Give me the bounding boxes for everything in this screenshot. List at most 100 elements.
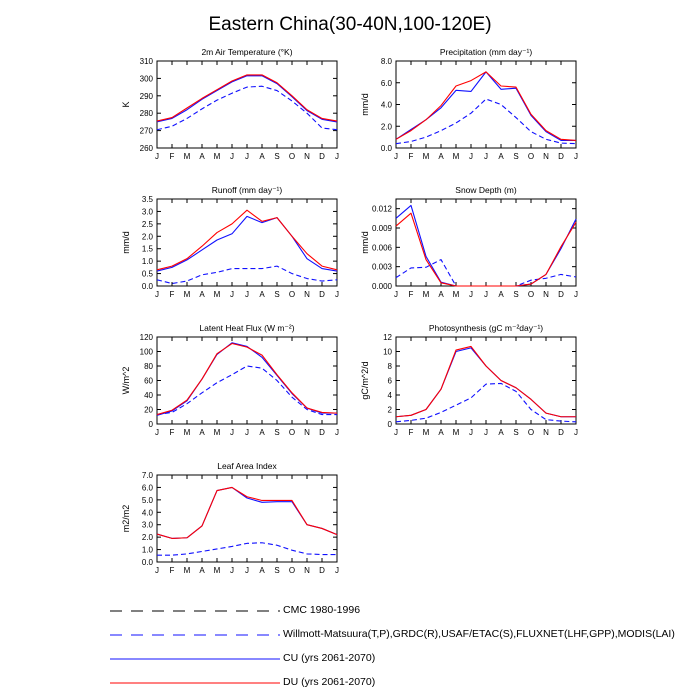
- figure-title: Eastern China(30-40N,100-120E): [208, 14, 491, 35]
- x-tick-label: J: [394, 152, 398, 161]
- series-line-cu-yrs-2061-2070: [156, 486, 338, 539]
- x-tick-label: S: [274, 566, 279, 575]
- legend-label-du: DU (yrs 2061-2070): [283, 676, 376, 688]
- x-tick-label: J: [155, 152, 159, 161]
- series-line-du-yrs-2061-2070: [156, 74, 338, 122]
- x-tick-label: F: [409, 428, 414, 437]
- x-tick-label: O: [289, 290, 295, 299]
- series-line-cu-yrs-2061-2070: [156, 342, 337, 416]
- y-tick-label: 12: [383, 333, 392, 342]
- x-tick-label: O: [528, 290, 534, 299]
- x-tick-label: O: [289, 428, 295, 437]
- x-tick-label: J: [335, 290, 339, 299]
- x-tick-label: O: [289, 152, 295, 161]
- x-tick-label: D: [319, 152, 325, 161]
- x-tick-label: N: [543, 290, 549, 299]
- series-line-du-yrs-2061-2070: [395, 345, 576, 418]
- panel-title: Leaf Area Index: [217, 461, 277, 471]
- series-line-cu-yrs-2061-2070: [395, 204, 577, 287]
- x-tick-label: S: [274, 428, 279, 437]
- legend-label-obs: Willmott-Matsuura(T,P),GRDC(R),USAF/ETAC…: [283, 628, 675, 640]
- x-tick-label: F: [170, 566, 175, 575]
- x-tick-label: N: [304, 566, 310, 575]
- x-tick-label: M: [214, 152, 221, 161]
- plot-frame: [395, 198, 577, 287]
- x-tick-label: M: [423, 152, 430, 161]
- x-tick-label: N: [543, 152, 549, 161]
- y-axis-label: m2/m2: [121, 505, 131, 533]
- y-tick-label: 8: [388, 362, 393, 371]
- x-tick-label: J: [484, 152, 488, 161]
- x-tick-label: A: [438, 428, 444, 437]
- y-tick-label: 0.000: [372, 282, 393, 291]
- panel-2m-air-temperature-k: 2m Air Temperature (°K) K 260 270 280 290 300 3…: [121, 47, 339, 161]
- y-tick-label: 10: [383, 348, 392, 357]
- y-axis-label: K: [121, 101, 131, 107]
- x-tick-label: A: [199, 566, 205, 575]
- series-line-du-yrs-2061-2070: [156, 209, 338, 271]
- x-tick-label: J: [574, 428, 578, 437]
- x-tick-label: D: [558, 290, 564, 299]
- y-tick-label: 6: [388, 377, 393, 386]
- x-tick-label: M: [453, 152, 460, 161]
- y-tick-label: 0.0: [142, 558, 154, 567]
- panels: 2m Air Temperature (°K)K2602702802903003…: [121, 47, 578, 575]
- y-tick-label: 4.0: [381, 101, 393, 110]
- legend-label-cu: CU (yrs 2061-2070): [283, 652, 376, 664]
- y-tick-label: 3.0: [142, 207, 154, 216]
- y-tick-label: 3.0: [142, 521, 154, 530]
- y-tick-label: 1.0: [142, 546, 154, 555]
- x-tick-label: A: [498, 428, 504, 437]
- x-tick-label: M: [214, 566, 221, 575]
- x-tick-label: O: [528, 428, 534, 437]
- series-line-willmott-matsuura: [156, 85, 338, 131]
- y-tick-label: 280: [140, 109, 154, 118]
- series-line-cu-yrs-2061-2070: [395, 71, 576, 141]
- x-tick-label: M: [453, 428, 460, 437]
- y-tick-label: 1.5: [142, 245, 154, 254]
- y-tick-label: 0.006: [372, 243, 393, 252]
- x-tick-label: J: [155, 428, 159, 437]
- x-tick-label: J: [245, 428, 249, 437]
- x-tick-label: S: [513, 428, 518, 437]
- x-tick-label: F: [170, 428, 175, 437]
- x-tick-label: A: [259, 428, 265, 437]
- x-tick-label: M: [423, 428, 430, 437]
- plot-frame: [156, 474, 338, 563]
- y-tick-label: 300: [140, 74, 154, 83]
- x-tick-label: N: [304, 152, 310, 161]
- x-tick-label: M: [214, 290, 221, 299]
- y-tick-label: 260: [140, 144, 154, 153]
- y-tick-label: 290: [140, 92, 154, 101]
- y-axis-label: gC/m^2/d: [360, 361, 370, 399]
- plot-frame: [156, 336, 338, 425]
- x-tick-label: F: [409, 152, 414, 161]
- x-tick-label: M: [184, 290, 191, 299]
- x-tick-label: M: [214, 428, 221, 437]
- x-tick-label: M: [423, 290, 430, 299]
- y-tick-label: 0.0: [142, 282, 154, 291]
- x-tick-label: A: [498, 152, 504, 161]
- x-tick-label: J: [155, 566, 159, 575]
- y-tick-label: 8.0: [381, 57, 393, 66]
- x-tick-label: A: [199, 428, 205, 437]
- x-tick-label: D: [558, 152, 564, 161]
- series-line-cu-yrs-2061-2070: [156, 75, 338, 123]
- x-tick-label: O: [528, 152, 534, 161]
- y-tick-label: 0: [149, 420, 154, 429]
- panel-title: Photosynthesis (gC m⁻²day⁻¹): [429, 323, 543, 333]
- y-tick-label: 0: [388, 420, 393, 429]
- series-line-cu-yrs-2061-2070: [395, 347, 576, 418]
- x-tick-label: A: [438, 290, 444, 299]
- x-tick-label: J: [230, 290, 234, 299]
- series-line-du-yrs-2061-2070: [395, 71, 577, 141]
- plot-frame: [395, 60, 577, 149]
- x-tick-label: F: [170, 152, 175, 161]
- y-tick-label: 6.0: [381, 79, 393, 88]
- panel-title: Snow Depth (m): [455, 185, 517, 195]
- panel-title: Latent Heat Flux (W m⁻²): [199, 323, 294, 333]
- x-tick-label: J: [469, 290, 473, 299]
- x-tick-label: S: [274, 290, 279, 299]
- y-axis-label: W/m^2: [121, 367, 131, 395]
- x-tick-label: A: [438, 152, 444, 161]
